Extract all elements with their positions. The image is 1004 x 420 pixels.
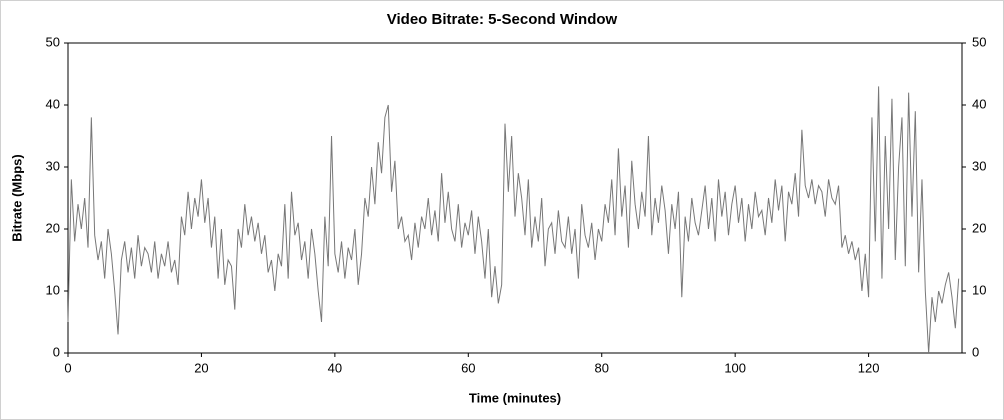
y-axis-label: Bitrate (Mbps) bbox=[9, 154, 24, 241]
x-tick-label: 120 bbox=[858, 360, 880, 375]
y2-tick-label: 30 bbox=[972, 158, 986, 173]
x-tick-label: 40 bbox=[328, 360, 342, 375]
y2-tick-label: 10 bbox=[972, 282, 986, 297]
y-tick-label: 10 bbox=[46, 282, 60, 297]
x-tick-label: 80 bbox=[594, 360, 608, 375]
y2-tick-label: 0 bbox=[972, 344, 979, 359]
plot-border bbox=[67, 42, 963, 354]
y2-tick-label: 20 bbox=[972, 220, 986, 235]
y2-tick-label: 50 bbox=[972, 34, 986, 49]
x-tick-label: 0 bbox=[64, 360, 71, 375]
x-tick-label: 20 bbox=[194, 360, 208, 375]
x-axis-label: Time (minutes) bbox=[469, 390, 561, 405]
y-tick-label: 20 bbox=[46, 220, 60, 235]
y-tick-label: 40 bbox=[46, 96, 60, 111]
chart-title: Video Bitrate: 5-Second Window bbox=[387, 11, 618, 28]
y2-tick-label: 40 bbox=[972, 96, 986, 111]
y-tick-label: 0 bbox=[53, 344, 60, 359]
x-tick-label: 100 bbox=[724, 360, 746, 375]
data-line bbox=[67, 86, 960, 354]
x-tick-label: 60 bbox=[461, 360, 475, 375]
y-tick-label: 50 bbox=[46, 34, 60, 49]
y-tick-label: 30 bbox=[46, 158, 60, 173]
